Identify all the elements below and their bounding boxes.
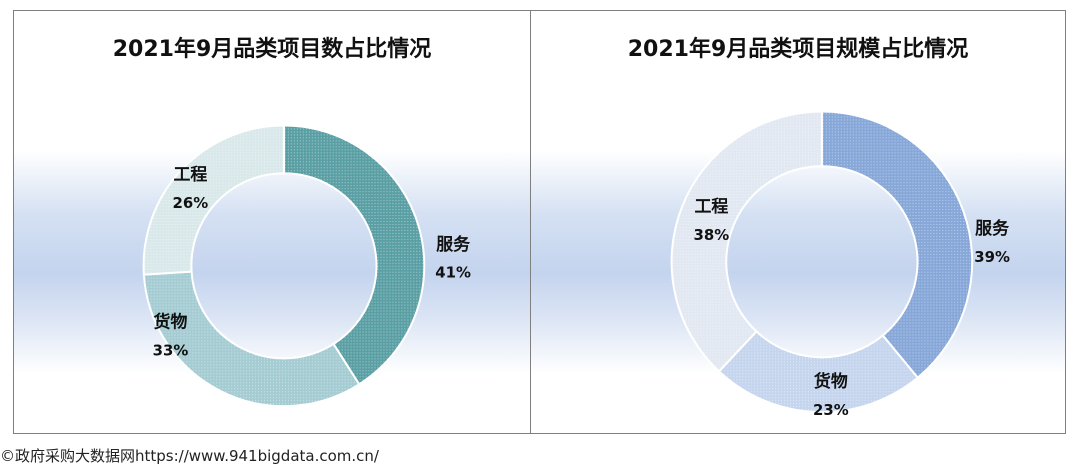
slice-label-name: 工程	[694, 196, 728, 216]
slice-label-percent: 39%	[974, 248, 1010, 266]
donut-slice-3	[142, 124, 285, 276]
chart-panel-count: 服务 41% 货物 33% 工程 26% 2021年9月品类项目数占比情况	[14, 11, 530, 433]
chart-title-count: 2021年9月品类项目数占比情况	[112, 37, 432, 62]
donut-slice-3	[670, 110, 823, 373]
donut-chart-scale: 服务 39% 货物 23% 工程 38%	[670, 110, 1010, 419]
slice-label-name: 服务	[436, 234, 470, 254]
slice-label-percent: 33%	[153, 341, 189, 359]
slice-label-percent: 41%	[435, 264, 471, 282]
source-footer: ©政府采购大数据网https://www.941bigdata.com.cn/	[0, 447, 379, 465]
donut-slice-2	[142, 270, 361, 408]
chart-title-scale: 2021年9月品类项目规模占比情况	[627, 37, 969, 62]
chart-frame: 服务 41% 货物 33% 工程 26% 2021年9月品类项目数占比情况 服务 39% 货物…	[13, 10, 1066, 434]
donut-slice-2	[717, 330, 920, 414]
donut-slice-1	[282, 124, 426, 386]
slice-label-name: 工程	[173, 164, 207, 184]
slice-label-name: 服务	[975, 218, 1009, 238]
donut-slice-1	[820, 110, 974, 380]
panel-divider	[530, 11, 531, 433]
slice-label-name: 货物	[814, 371, 848, 391]
donut-chart-count: 服务 41% 货物 33% 工程 26%	[142, 124, 471, 408]
chart-panel-scale: 服务 39% 货物 23% 工程 38% 2021年9月品类项目规模占比情况	[531, 11, 1065, 433]
slice-label-percent: 26%	[173, 194, 209, 212]
slice-label-percent: 38%	[694, 226, 730, 244]
slice-label-name: 货物	[154, 312, 188, 332]
slice-label-percent: 23%	[813, 401, 849, 419]
